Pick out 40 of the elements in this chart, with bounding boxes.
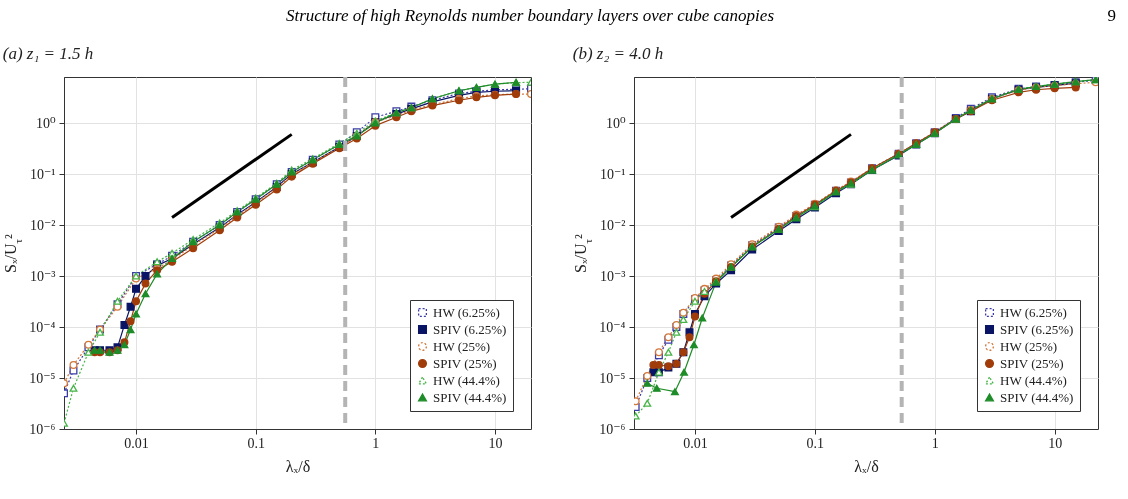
x-axis-title: λₓ/δ <box>285 457 311 475</box>
y-tick-label: 10⁰ <box>605 115 626 131</box>
x-tick-label: 0.01 <box>124 435 149 451</box>
text: Structure of high Reynolds number boundary layers over cube canopies <box>285 6 775 26</box>
legend-label: SPIV (44.4%) <box>1000 389 1074 405</box>
y-tick-label: 10⁻² <box>29 217 56 233</box>
x-tick-label: 10 <box>1048 435 1063 451</box>
legend-label: SPIV (6.25%) <box>1000 321 1074 337</box>
legend-label: HW (44.4%) <box>433 372 500 388</box>
x-tick-label: 1 <box>372 435 380 451</box>
y-tick-label: 10⁻¹ <box>599 166 626 182</box>
legend-label: HW (25%) <box>1000 338 1058 354</box>
y-tick-label: 10⁻⁵ <box>29 370 56 386</box>
legend-label: HW (6.25%) <box>1000 304 1067 320</box>
legend-label: HW (6.25%) <box>433 304 500 320</box>
x-axis-title: λₓ/δ <box>854 457 879 475</box>
y-tick-label: 10⁻² <box>599 217 626 233</box>
legend-label: SPIV (6.25%) <box>433 321 507 337</box>
legend-label: HW (25%) <box>433 338 491 354</box>
x-tick-label: 0.01 <box>683 435 708 451</box>
x-tick-label: 0.1 <box>806 435 825 451</box>
y-tick-label: 10⁻⁴ <box>29 319 56 335</box>
y-tick-label: 10⁻⁴ <box>599 319 626 335</box>
legend-label: HW (44.4%) <box>1000 372 1067 388</box>
y-tick-label: 10⁰ <box>35 115 56 131</box>
text: 9 <box>1107 6 1116 26</box>
y-tick-label: 10⁻⁶ <box>599 421 626 437</box>
legend-label: SPIV (25%) <box>1000 355 1064 371</box>
y-tick-label: 10⁻¹ <box>29 166 56 182</box>
legend-label: SPIV (44.4%) <box>433 389 507 405</box>
y-tick-label: 10⁻³ <box>599 268 626 284</box>
legend-label: SPIV (25%) <box>433 355 497 371</box>
x-tick-label: 1 <box>931 435 939 451</box>
y-tick-label: 10⁻⁵ <box>599 370 626 386</box>
x-tick-label: 0.1 <box>247 435 265 451</box>
y-tick-label: 10⁻³ <box>29 268 56 284</box>
x-tick-label: 10 <box>488 435 503 451</box>
chart-title: (a) z₁ = 1.5 h <box>2 44 94 63</box>
y-tick-label: 10⁻⁶ <box>29 421 56 437</box>
chart-title: (b) z₂ = 4.0 h <box>572 44 664 63</box>
